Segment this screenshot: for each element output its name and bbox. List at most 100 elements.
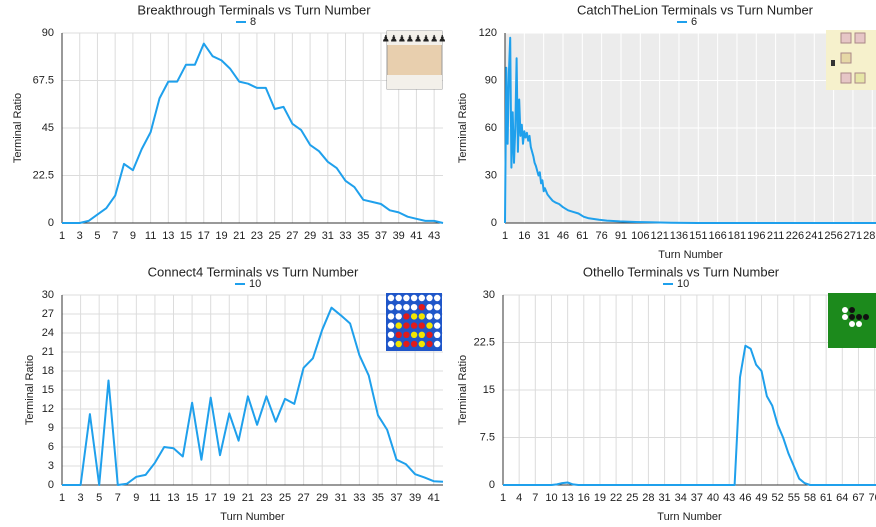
- x-tick-label: 27: [297, 492, 309, 504]
- x-tick-label: 31: [658, 492, 670, 504]
- x-tick-label: 3: [78, 492, 84, 504]
- y-axis-label: Terminal Ratio: [457, 93, 469, 163]
- x-tick-label: 136: [670, 230, 688, 242]
- breakthrough-icon: ♟♟♟♟♟♟♟♟: [382, 31, 447, 89]
- y-tick-label: 27: [42, 308, 54, 320]
- x-tick-label: 151: [689, 230, 707, 242]
- y-tick-label: 9: [48, 422, 54, 434]
- x-tick-label: 29: [316, 492, 328, 504]
- x-tick-label: 41: [428, 492, 440, 504]
- x-tick-label: 1: [59, 492, 65, 504]
- x-tick-label: 21: [242, 492, 254, 504]
- x-tick-label: 22: [610, 492, 622, 504]
- y-tick-label: 24: [42, 327, 54, 339]
- y-tick-label: 60: [485, 122, 497, 134]
- y-tick-label: 67.5: [33, 74, 54, 86]
- x-tick-label: 37: [375, 230, 387, 242]
- x-tick-label: 3: [77, 230, 83, 242]
- y-axis-label: Terminal Ratio: [24, 355, 36, 425]
- x-tick-label: 61: [820, 492, 832, 504]
- x-tick-label: 166: [708, 230, 726, 242]
- y-tick-label: 12: [42, 403, 54, 415]
- x-tick-label: 1: [500, 492, 506, 504]
- x-tick-label: 43: [723, 492, 735, 504]
- x-tick-label: 7: [112, 230, 118, 242]
- y-axis-label: Terminal Ratio: [12, 93, 24, 163]
- x-tick-label: 13: [162, 230, 174, 242]
- y-tick-label: 7.5: [480, 431, 495, 443]
- x-tick-label: 241: [805, 230, 823, 242]
- x-tick-label: 46: [557, 230, 569, 242]
- x-tick-label: 29: [304, 230, 316, 242]
- y-tick-label: 0: [489, 479, 495, 491]
- x-tick-label: 55: [788, 492, 800, 504]
- x-tick-label: 196: [747, 230, 765, 242]
- x-tick-label: 43: [428, 230, 440, 242]
- x-tick-label: 5: [96, 492, 102, 504]
- x-tick-label: 16: [518, 230, 530, 242]
- y-axis-label: Terminal Ratio: [457, 355, 469, 425]
- x-tick-label: 121: [650, 230, 668, 242]
- x-tick-label: 10: [545, 492, 557, 504]
- x-tick-label: 39: [393, 230, 405, 242]
- x-axis-label: Turn Number: [220, 511, 285, 523]
- x-tick-label: 70: [868, 492, 876, 504]
- catchthelion-icon: [826, 30, 876, 90]
- series-line: [503, 346, 876, 485]
- x-tick-label: 67: [852, 492, 864, 504]
- x-tick-label: 52: [772, 492, 784, 504]
- page: {"chart_data": [ {"type": "line", "title…: [0, 0, 876, 527]
- x-tick-label: 226: [786, 230, 804, 242]
- y-tick-label: 90: [485, 74, 497, 86]
- x-tick-label: 19: [215, 230, 227, 242]
- x-tick-label: 91: [615, 230, 627, 242]
- line-chart: Othello Terminals vs Turn Number10Termin…: [457, 264, 876, 522]
- y-tick-label: 18: [42, 365, 54, 377]
- y-tick-label: 45: [42, 122, 54, 134]
- x-tick-label: 11: [149, 492, 160, 504]
- x-tick-label: 15: [180, 230, 192, 242]
- x-tick-label: 4: [516, 492, 522, 504]
- x-tick-label: 15: [186, 492, 198, 504]
- x-tick-label: 33: [339, 230, 351, 242]
- x-tick-label: 58: [804, 492, 816, 504]
- x-tick-label: 19: [223, 492, 235, 504]
- y-tick-label: 21: [42, 346, 54, 358]
- x-tick-label: 7: [532, 492, 538, 504]
- x-tick-label: 106: [631, 230, 649, 242]
- x-tick-label: 25: [279, 492, 291, 504]
- y-tick-label: 22.5: [474, 336, 495, 348]
- line-chart: Connect4 Terminals vs Turn Number10Termi…: [24, 264, 443, 522]
- y-tick-label: 15: [42, 384, 54, 396]
- x-tick-label: 16: [578, 492, 590, 504]
- svg-text:♟♟♟♟♟♟♟♟: ♟♟♟♟♟♟♟♟: [382, 33, 447, 43]
- y-tick-label: 6: [48, 441, 54, 453]
- x-tick-label: 286: [863, 230, 876, 242]
- y-tick-label: 0: [48, 479, 54, 491]
- x-tick-label: 1: [502, 230, 508, 242]
- x-tick-label: 61: [576, 230, 588, 242]
- x-tick-label: 49: [755, 492, 767, 504]
- x-tick-label: 21: [233, 230, 245, 242]
- legend-label: 8: [250, 16, 256, 28]
- x-tick-label: 64: [836, 492, 848, 504]
- x-tick-label: 40: [707, 492, 719, 504]
- legend-label: 10: [249, 278, 261, 290]
- y-tick-label: 30: [483, 289, 495, 301]
- x-tick-label: 27: [286, 230, 298, 242]
- x-tick-label: 17: [205, 492, 217, 504]
- x-tick-label: 41: [410, 230, 422, 242]
- x-tick-label: 9: [130, 230, 136, 242]
- series-line: [62, 44, 443, 223]
- y-tick-label: 15: [483, 384, 495, 396]
- x-tick-label: 5: [94, 230, 100, 242]
- x-tick-label: 13: [562, 492, 574, 504]
- x-tick-label: 76: [596, 230, 608, 242]
- x-axis-label: Turn Number: [657, 511, 722, 523]
- x-tick-label: 9: [133, 492, 139, 504]
- x-tick-label: 37: [390, 492, 402, 504]
- x-axis-label: Turn Number: [658, 249, 723, 261]
- x-tick-label: 37: [691, 492, 703, 504]
- chart-grid: Breakthrough Terminals vs Turn Number8Te…: [0, 0, 876, 527]
- x-tick-label: 1: [59, 230, 65, 242]
